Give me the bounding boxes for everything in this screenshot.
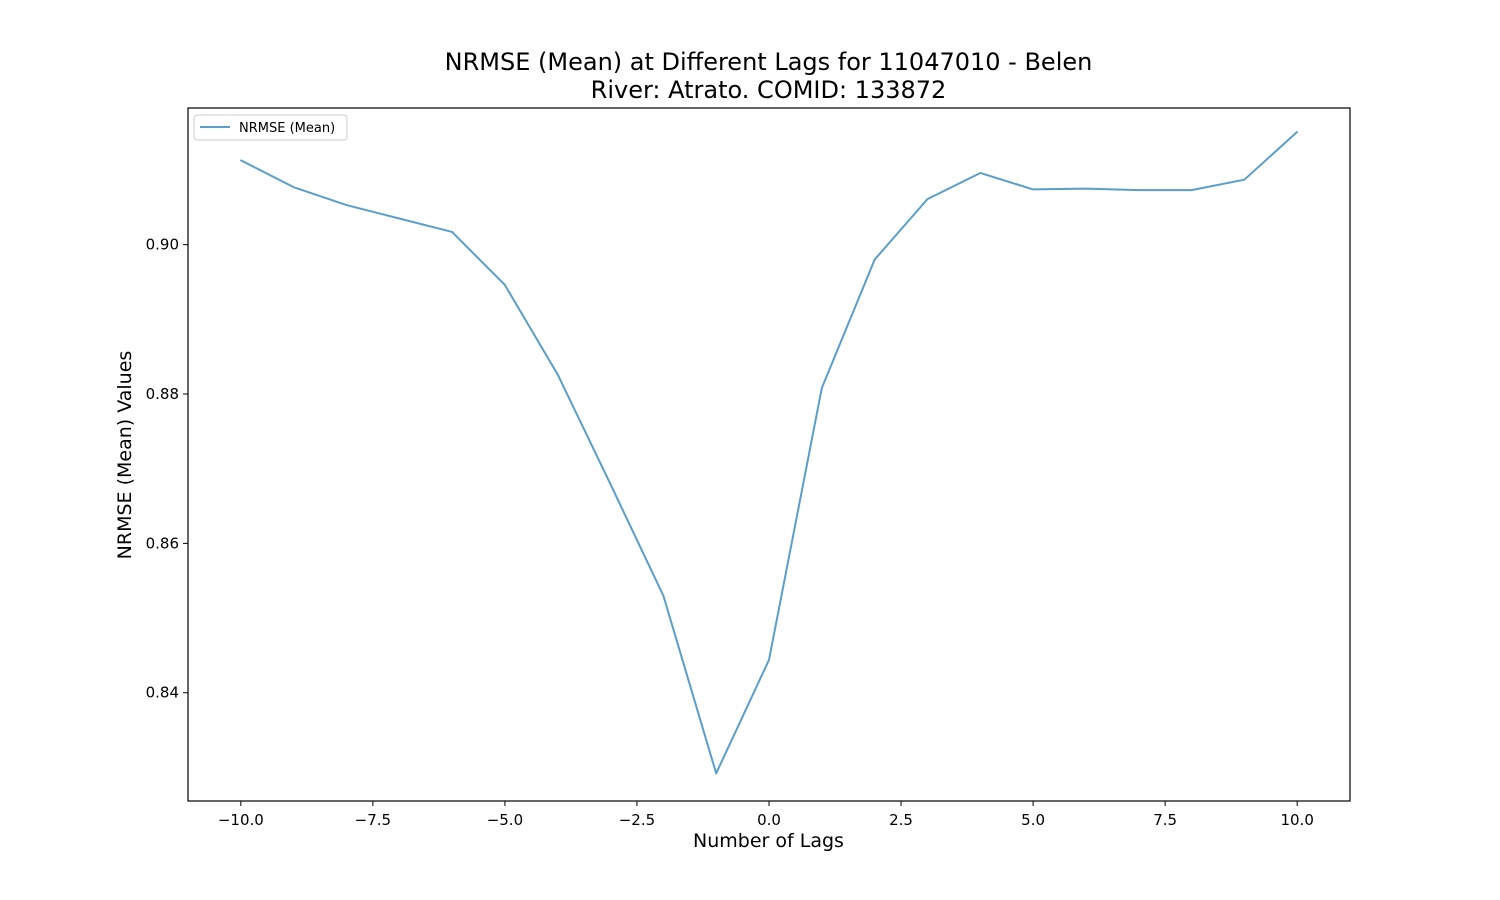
data-point xyxy=(873,258,876,261)
data-point xyxy=(345,204,348,206)
data-point xyxy=(821,387,823,389)
x-tick-label: 7.5 xyxy=(1153,811,1177,829)
data-point xyxy=(768,659,770,661)
y-tick-label: 0.90 xyxy=(146,236,179,254)
chart-title: NRMSE (Mean) at Different Lags for 11047… xyxy=(444,48,1093,76)
axis-ticks: −10.0 −7.5 −5.0 −2.5 0.0 2.5 5.0 7.5 10.0 0.84 0.8… xyxy=(146,236,1314,829)
x-tick-label: 5.0 xyxy=(1021,811,1045,829)
data-point xyxy=(1032,188,1034,191)
x-axis-label: Number of Lags xyxy=(693,830,844,852)
data-point xyxy=(1243,178,1246,181)
data-point xyxy=(556,373,559,376)
data-point xyxy=(926,198,929,200)
data-point xyxy=(979,172,982,174)
data-point xyxy=(240,159,242,162)
data-point xyxy=(1085,187,1087,190)
legend: NRMSE (Mean) xyxy=(193,114,348,141)
data-point xyxy=(398,217,401,220)
y-axis-label: NRMSE (Mean) Values xyxy=(114,350,136,560)
data-point xyxy=(715,772,717,775)
x-tick-label: 10.0 xyxy=(1280,811,1313,829)
data-point xyxy=(662,594,665,597)
data-point xyxy=(451,231,453,233)
chart-subtitle: River: Atrato. COMID: 133872 xyxy=(590,76,947,104)
legend-label: NRMSE (Mean) xyxy=(239,121,335,136)
plot-frame xyxy=(187,107,1351,802)
x-tick-label: −2.5 xyxy=(619,811,655,829)
y-tick-label: 0.88 xyxy=(146,385,179,403)
data-point xyxy=(504,284,506,286)
data-point xyxy=(609,483,612,486)
series-layer xyxy=(240,131,1298,775)
x-tick-label: −7.5 xyxy=(355,811,391,829)
x-tick-label: 2.5 xyxy=(889,811,913,829)
legend-box xyxy=(193,114,348,141)
y-tick-label: 0.86 xyxy=(146,534,179,552)
y-tick-label: 0.84 xyxy=(146,684,179,702)
x-tick-label: −10.0 xyxy=(218,811,264,829)
x-tick-label: −5.0 xyxy=(487,811,523,829)
plot-area xyxy=(188,108,1350,801)
data-point xyxy=(292,186,295,188)
data-point xyxy=(1137,189,1140,191)
data-point xyxy=(1190,189,1193,191)
x-tick-label: 0.0 xyxy=(757,811,781,829)
data-point xyxy=(1296,131,1298,133)
